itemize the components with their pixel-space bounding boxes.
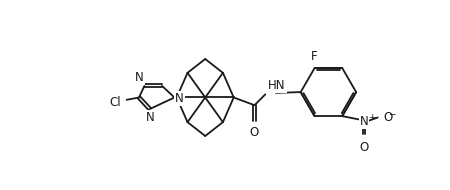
Text: O: O — [359, 141, 369, 154]
Text: N: N — [135, 71, 144, 84]
Text: −: − — [388, 109, 396, 118]
Text: O: O — [250, 126, 259, 139]
Text: N: N — [175, 92, 184, 105]
Text: N: N — [360, 115, 368, 128]
Text: Cl: Cl — [110, 96, 122, 109]
Text: O: O — [383, 111, 392, 124]
Text: F: F — [310, 51, 317, 63]
Text: N: N — [145, 111, 154, 124]
Text: +: + — [368, 113, 375, 122]
Text: HN: HN — [268, 79, 286, 92]
